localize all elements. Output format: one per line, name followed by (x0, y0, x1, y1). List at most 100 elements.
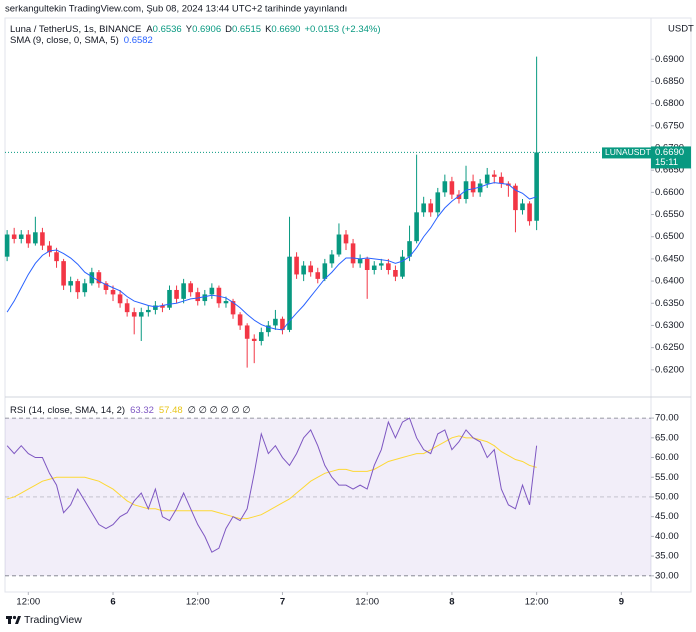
candle-body (336, 234, 342, 255)
candle-body (520, 203, 525, 211)
x-tick-label: 12:00 (525, 597, 549, 608)
candle-body (421, 203, 426, 213)
candle-body (167, 289, 172, 308)
candle-body (393, 270, 398, 277)
candle-body (456, 194, 462, 200)
y-tick-label: 0.6750 (655, 120, 684, 131)
candle-body (527, 203, 532, 222)
legend-name: SMA (9, close, 0, SMA, 5) (10, 35, 119, 46)
candle-body (216, 287, 222, 304)
candle-body (258, 332, 264, 341)
y-tick-label: 0.6300 (655, 320, 684, 331)
candle-body (287, 256, 292, 330)
candle-body (442, 181, 448, 193)
candle-body (124, 303, 130, 313)
x-tick-label: 8 (449, 597, 454, 608)
y-tick-label: 0.6900 (655, 54, 684, 65)
ohlc-value: 0.6536 (153, 24, 182, 35)
candle-body (244, 325, 250, 339)
candle-body (117, 294, 123, 304)
candle-body (68, 281, 73, 286)
y-tick-label: 0.6550 (655, 209, 684, 220)
legend-value: 0.6582 (124, 35, 153, 46)
candle-body (386, 263, 391, 270)
candle-body (294, 256, 299, 275)
candle-body (435, 192, 441, 213)
candle-body (322, 263, 328, 279)
candle-body (237, 314, 243, 326)
y-tick-label: 40.00 (655, 531, 679, 542)
y-tick-label: 70.00 (655, 413, 679, 424)
y-tick-label: 55.00 (655, 472, 679, 483)
candle-body (470, 181, 476, 193)
candle-body (11, 234, 17, 239)
candle-body (75, 281, 81, 293)
candle-body (40, 232, 45, 246)
y-tick-label: 65.00 (655, 432, 679, 443)
x-tick-label: 12:00 (355, 597, 379, 608)
last-tag-price-box (651, 146, 691, 169)
footer-logo (6, 615, 21, 624)
change: +0.0153 (+2.34%) (304, 24, 380, 35)
candle-body (329, 254, 335, 264)
y-tick-label: 0.6800 (655, 98, 684, 109)
y-tick-label: 30.00 (655, 570, 679, 581)
y-tick-label: 0.6200 (655, 364, 684, 375)
series-line (6, 417, 538, 553)
y-tick-label: 0.6850 (655, 76, 684, 87)
candle-body (379, 263, 384, 266)
series-line (6, 182, 537, 331)
candle-body (301, 265, 306, 275)
candle-body (414, 212, 419, 242)
candle-body (82, 283, 88, 293)
candle-body (188, 283, 193, 293)
last-tag-name: LUNAUSDT (605, 147, 651, 157)
candle-body (209, 287, 215, 295)
price-legend: Luna / TetherUS, 1s, BINANCE A0.6536 Y0.69… (10, 24, 381, 35)
y-tick-label: 0.6500 (655, 231, 684, 242)
candle-body (54, 252, 59, 262)
x-tick-label: 9 (619, 597, 624, 608)
x-tick-label: 7 (280, 597, 285, 608)
candle-body (534, 152, 539, 221)
legend-value: 63.32 (130, 405, 154, 416)
header: serkangultekin TradingView.com, Şub 08, … (5, 4, 347, 15)
y-tick-label: 35.00 (655, 551, 679, 562)
y-tick-label: 0.6600 (655, 187, 684, 198)
candle-body (371, 265, 377, 270)
legend-name: RSI (14, close, SMA, 14, 2) (10, 405, 125, 416)
footer: TradingView (24, 614, 82, 626)
candle-body (25, 234, 31, 244)
ohlc-label: D (225, 24, 232, 35)
x-tick-label: 12:00 (186, 597, 210, 608)
ohlc-label: Y (186, 24, 193, 35)
symbol: Luna / TetherUS, 1s, BINANCE (10, 24, 141, 35)
x-tick-label: 12:00 (16, 597, 40, 608)
candle-body (491, 174, 497, 177)
y-tick-label: 0.6450 (655, 253, 684, 264)
candle-body (357, 258, 363, 264)
candle-body (4, 234, 10, 257)
candle-body (18, 234, 24, 239)
candle-body (273, 318, 278, 326)
candle-body (160, 305, 165, 308)
legend-extra: ∅ ∅ ∅ ∅ ∅ ∅ (188, 405, 251, 416)
last-tag-countdown: 15:11 (655, 157, 678, 168)
candle-body (484, 174, 490, 184)
candle-body (266, 325, 271, 333)
legend-value: 57.48 (159, 405, 183, 416)
candle-body (96, 272, 102, 284)
y-tick-label: 60.00 (655, 452, 679, 463)
candle-body (400, 256, 405, 277)
candle-body (230, 301, 236, 315)
ohlc-label: K (265, 24, 272, 35)
candle-body (428, 203, 434, 213)
candle-body (315, 272, 321, 279)
y-tick-label: 0.6400 (655, 276, 684, 287)
candle-body (280, 318, 285, 330)
ohlc-value: 0.6906 (192, 24, 221, 35)
candle-body (449, 181, 455, 195)
candle-body (251, 338, 257, 341)
x-tick-label: 6 (110, 597, 115, 608)
